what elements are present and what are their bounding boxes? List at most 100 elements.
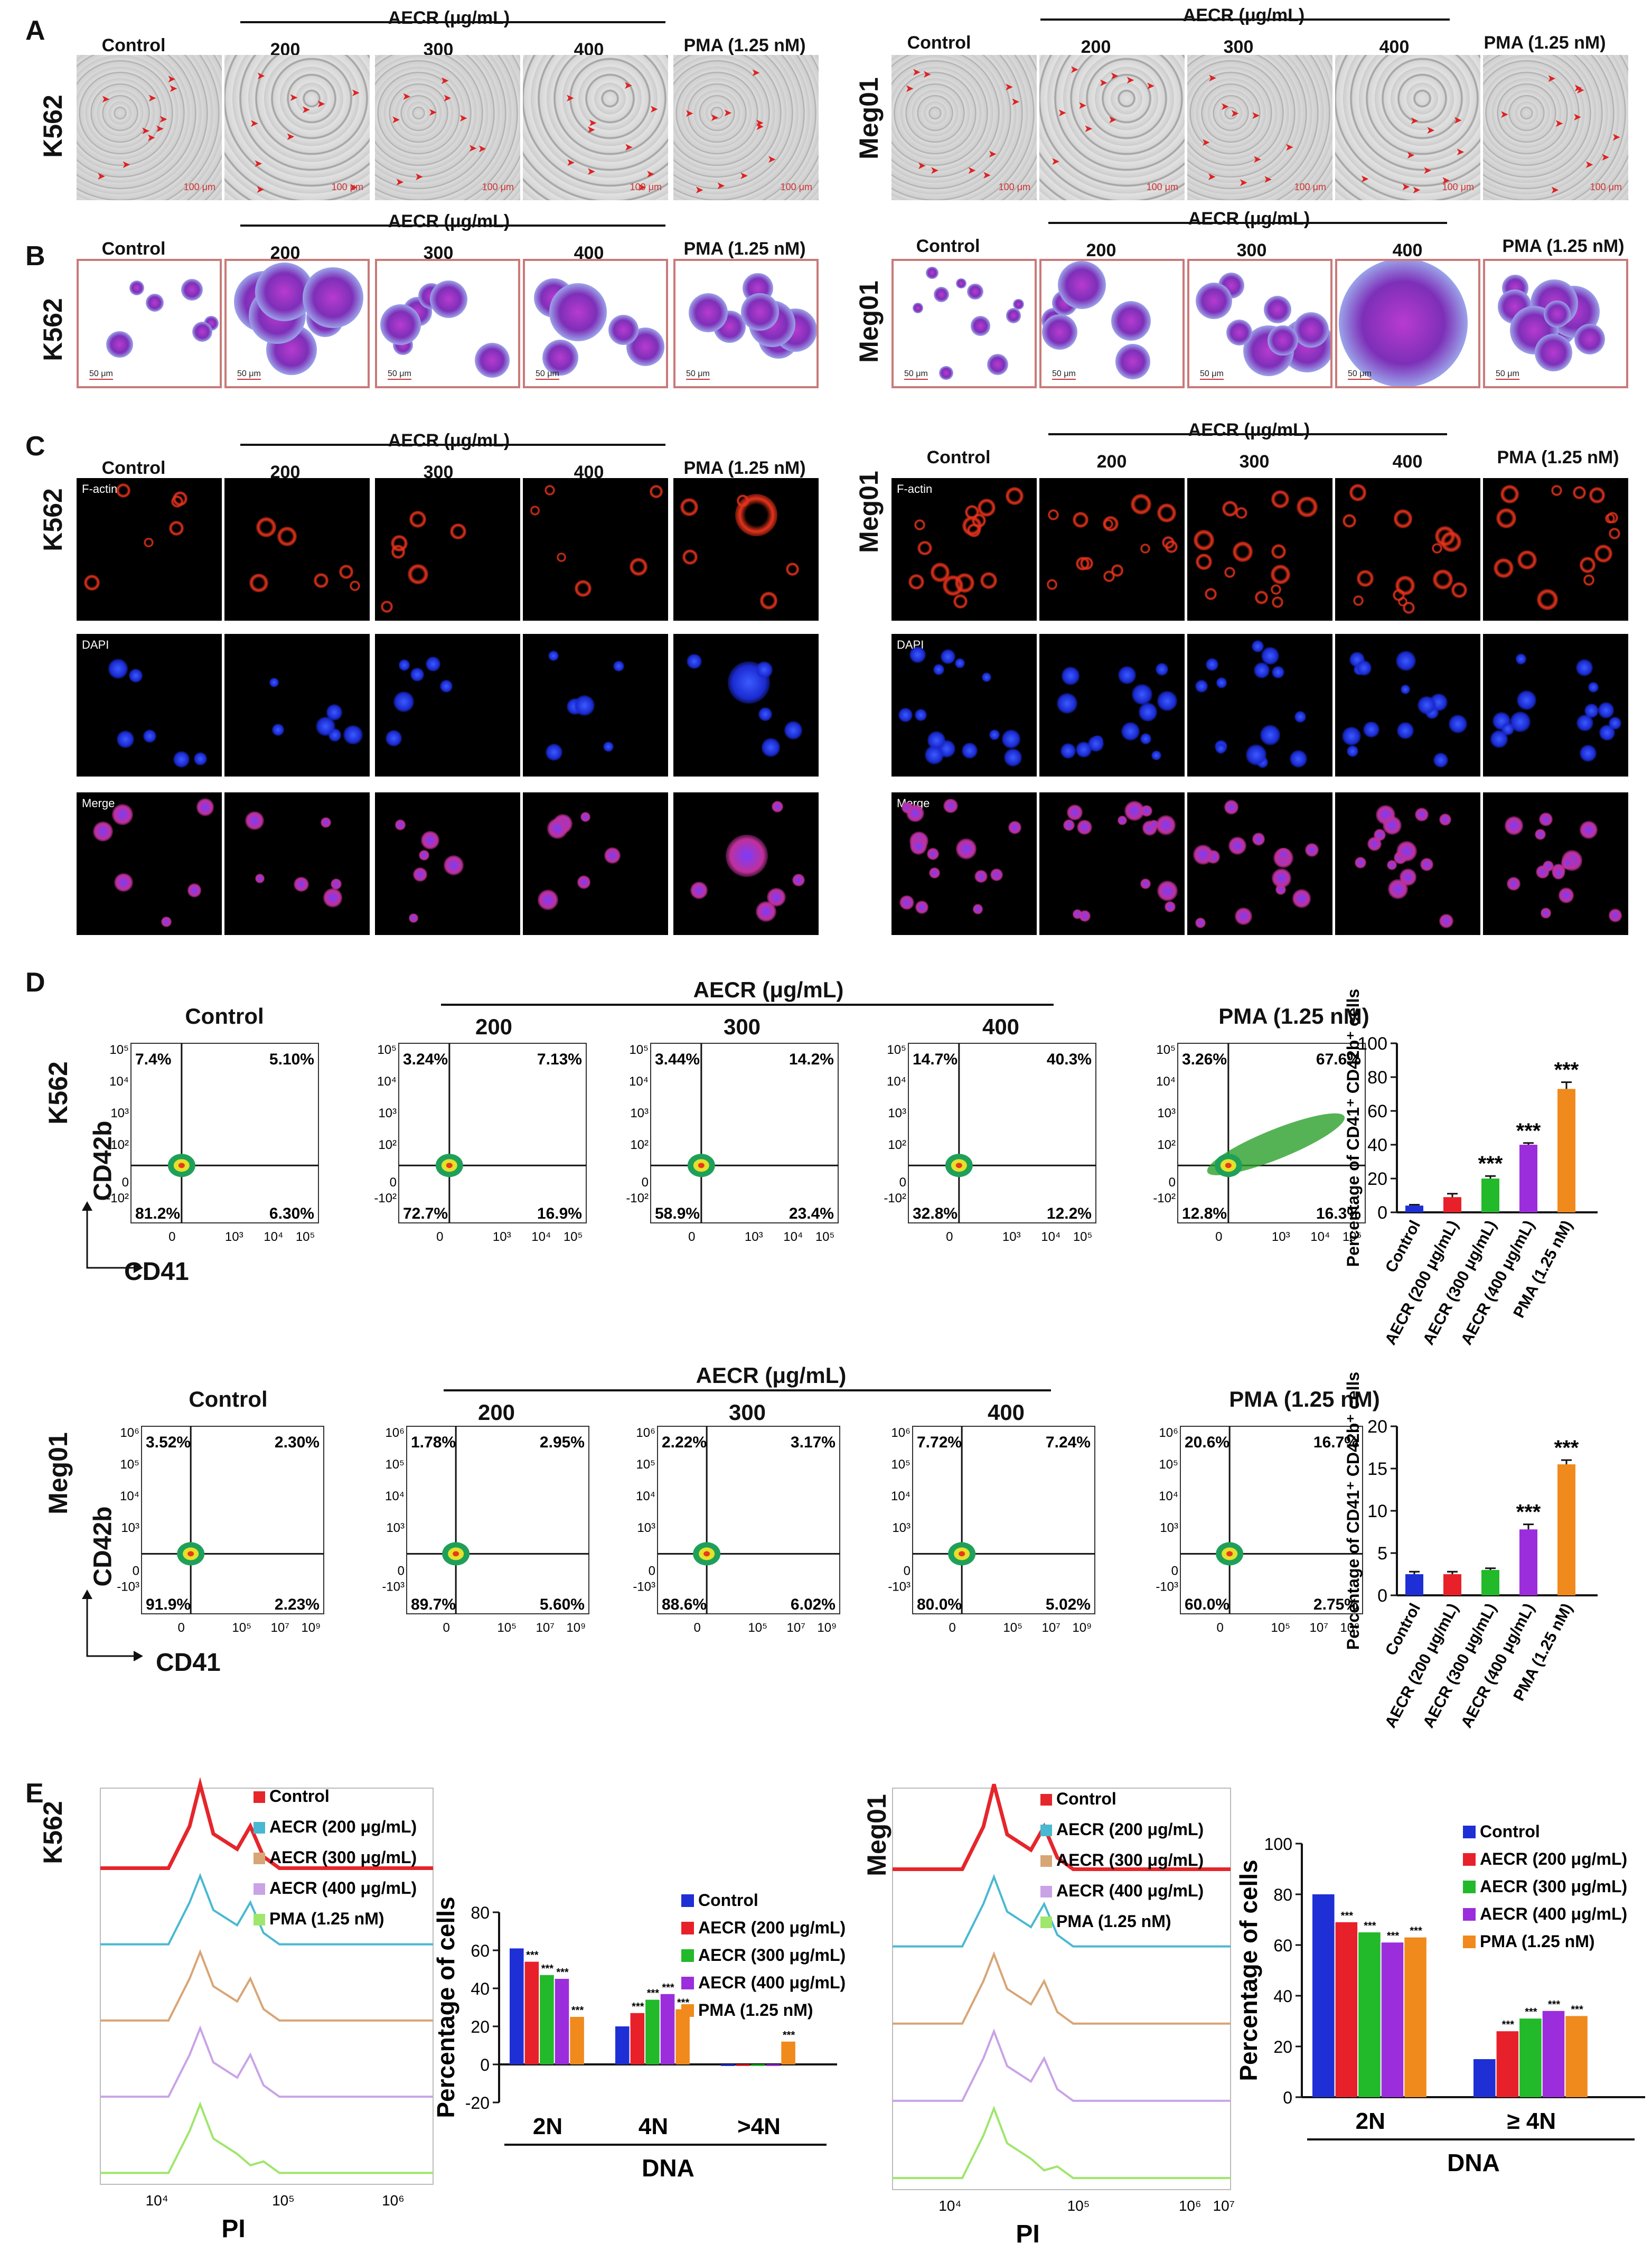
- fluor-cell: [1579, 557, 1596, 573]
- arrowhead-marker: ➤: [1573, 111, 1582, 124]
- fluor-cell: [1232, 541, 1253, 562]
- arrowhead-marker: ➤: [566, 157, 575, 169]
- fluor-cell: [1589, 487, 1606, 503]
- significance-label: ***: [1387, 1930, 1400, 1942]
- channel-label: F-actin: [82, 482, 118, 496]
- legend-label: Control: [269, 1787, 330, 1806]
- fluor-cell: [421, 831, 440, 849]
- fluor-cell: [1056, 693, 1077, 714]
- fluor-cell: [1347, 745, 1359, 757]
- arrowhead-marker: ➤: [1146, 80, 1155, 92]
- fluor-cell: [909, 837, 927, 855]
- fluor-cell: [1535, 828, 1546, 840]
- y-tick: 10⁴: [1156, 1074, 1176, 1089]
- brightfield-meg01-4: ➤ ➤ ➤ ➤ ➤ ➤ ➤ ➤ ➤ ➤ 100 μm: [1483, 55, 1628, 200]
- fluor-cell: [129, 669, 143, 683]
- legend-swatch: [681, 1977, 694, 1989]
- quadrant-percent: 2.22%: [662, 1434, 707, 1451]
- y-tick: -10³: [888, 1579, 911, 1594]
- arrowhead-marker: ➤: [1456, 146, 1465, 158]
- legend-swatch: [1040, 1917, 1052, 1928]
- axis-arrow-meg01: [82, 1590, 143, 1661]
- bar: [615, 2026, 630, 2064]
- y-axis-label: Percentage of cells: [1235, 1859, 1262, 2081]
- arrowhead-marker: ➤: [155, 123, 164, 135]
- arrowhead-marker: ➤: [1573, 82, 1583, 95]
- header-pma: PMA (1.25 nM): [1484, 33, 1606, 53]
- fluor-cell: [530, 506, 540, 516]
- fluor-cell: [784, 721, 803, 740]
- fluor-cell: [726, 835, 768, 877]
- stained-cell: [741, 293, 779, 331]
- fluor-cell: [1500, 485, 1519, 504]
- panel-label-e: E: [25, 1778, 44, 1809]
- arrowhead-marker: ➤: [755, 117, 764, 129]
- x-tick: 10³: [1002, 1230, 1021, 1244]
- fluor-cell: [410, 668, 425, 682]
- stained-cell: [967, 283, 983, 300]
- significance-label: ***: [1502, 2019, 1515, 2031]
- histogram-trace: [893, 1874, 1231, 1948]
- y-tick: 10⁶: [1159, 1426, 1178, 1440]
- x-tick: 10³: [745, 1230, 763, 1244]
- fluor-cell: [1140, 543, 1150, 554]
- fluor-cell: [759, 592, 778, 610]
- y-tick: 10⁶: [385, 1426, 405, 1440]
- arrowhead-marker: ➤: [1011, 96, 1020, 108]
- brightfield-k562-1: ➤ ➤ ➤ ➤ ➤ ➤ ➤ ➤ ➤ ➤ 100 μm: [224, 55, 370, 200]
- fluor-cell: [1572, 485, 1587, 500]
- fluor-cell: [1435, 526, 1455, 546]
- y-tick: 10⁵: [377, 1043, 397, 1057]
- x-tick: 10⁷: [271, 1621, 289, 1635]
- arrowhead-marker: ➤: [1099, 77, 1108, 89]
- y-tick: 0: [1169, 1175, 1176, 1190]
- fluor-cell: [1494, 558, 1514, 578]
- significance-label: ***: [632, 2001, 644, 2013]
- fluor-cell: [1151, 750, 1161, 760]
- fluor-cell: [1538, 812, 1553, 826]
- legend-label: PMA (1.25 nM): [269, 1909, 384, 1928]
- significance-label: ***: [1554, 1059, 1579, 1082]
- fluor-cell: [1543, 861, 1554, 872]
- event-core: [1225, 1163, 1232, 1168]
- y-tick-label: 20: [1367, 1417, 1387, 1437]
- stained-cell: [1057, 261, 1106, 310]
- row-label-meg01-e: Meg01: [862, 1794, 891, 1876]
- arrowhead-marker: ➤: [755, 120, 764, 133]
- arrowhead-marker: ➤: [147, 92, 157, 105]
- fluor-cell: [168, 521, 184, 536]
- fluor-cell: [277, 526, 297, 546]
- stained-cell: [1226, 320, 1253, 346]
- arrowhead-marker: ➤: [1263, 174, 1272, 186]
- y-tick: 10⁵: [120, 1457, 139, 1472]
- arrowhead-marker: ➤: [428, 106, 437, 118]
- fluor-cell: [914, 519, 926, 531]
- significance-label: ***: [1516, 1501, 1541, 1524]
- arrowhead-marker: ➤: [1401, 181, 1411, 193]
- legend-label: AECR (300 μg/mL): [1056, 1850, 1204, 1869]
- fluor-cell: [1193, 529, 1214, 551]
- y-tick: 0: [133, 1564, 139, 1578]
- arrowhead-marker: ➤: [1238, 176, 1248, 189]
- scale-bar-label: 50 μm: [1052, 369, 1076, 380]
- bar: [1443, 1574, 1461, 1595]
- bar: [751, 2064, 765, 2066]
- fluor-cell: [1396, 840, 1418, 862]
- legend-swatch: [254, 1791, 265, 1803]
- y-tick-label: 0: [1377, 1203, 1387, 1223]
- x-tick: 10³: [225, 1230, 243, 1244]
- fluor-cell: [943, 798, 958, 814]
- header-aecr-d2: AECR (μg/mL): [696, 1363, 847, 1388]
- fluor-cell: [1157, 503, 1177, 523]
- fluor-cell: [687, 653, 702, 669]
- legend-label: AECR (200 μg/mL): [698, 1918, 846, 1937]
- fluor-cell: [1356, 660, 1372, 676]
- fluor-cell: [255, 873, 265, 883]
- x-axis-label: DNA: [1447, 2149, 1500, 2176]
- fluor-cell: [933, 663, 945, 676]
- legend-swatch: [681, 1922, 694, 1934]
- fluor-cell: [108, 659, 128, 679]
